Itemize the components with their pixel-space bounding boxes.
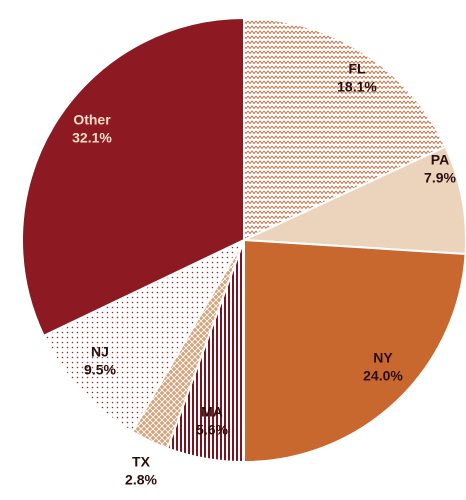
slice-value-label: 2.8% (125, 472, 157, 488)
slice-value-label: 32.1% (72, 130, 112, 146)
pie-slice (243, 16, 447, 242)
slice-name: TX (132, 454, 151, 470)
pie-slice (42, 237, 247, 434)
slice-value-label: 9.5% (84, 362, 116, 378)
slice-value-label: 18.1% (337, 79, 377, 95)
slice-value-label: 7.9% (424, 170, 456, 186)
slice-value-label: 24.0% (363, 368, 403, 384)
slice-name: PA (431, 152, 449, 168)
slice-name: FL (348, 61, 366, 77)
pie-slice (243, 238, 466, 464)
slice-value-label: 5.6% (196, 422, 228, 438)
pie-slice (21, 16, 245, 338)
slice-name: Other (73, 112, 111, 128)
slice-name: NY (373, 350, 393, 366)
slice-name: MA (201, 404, 223, 420)
slice-name: NJ (91, 344, 109, 360)
